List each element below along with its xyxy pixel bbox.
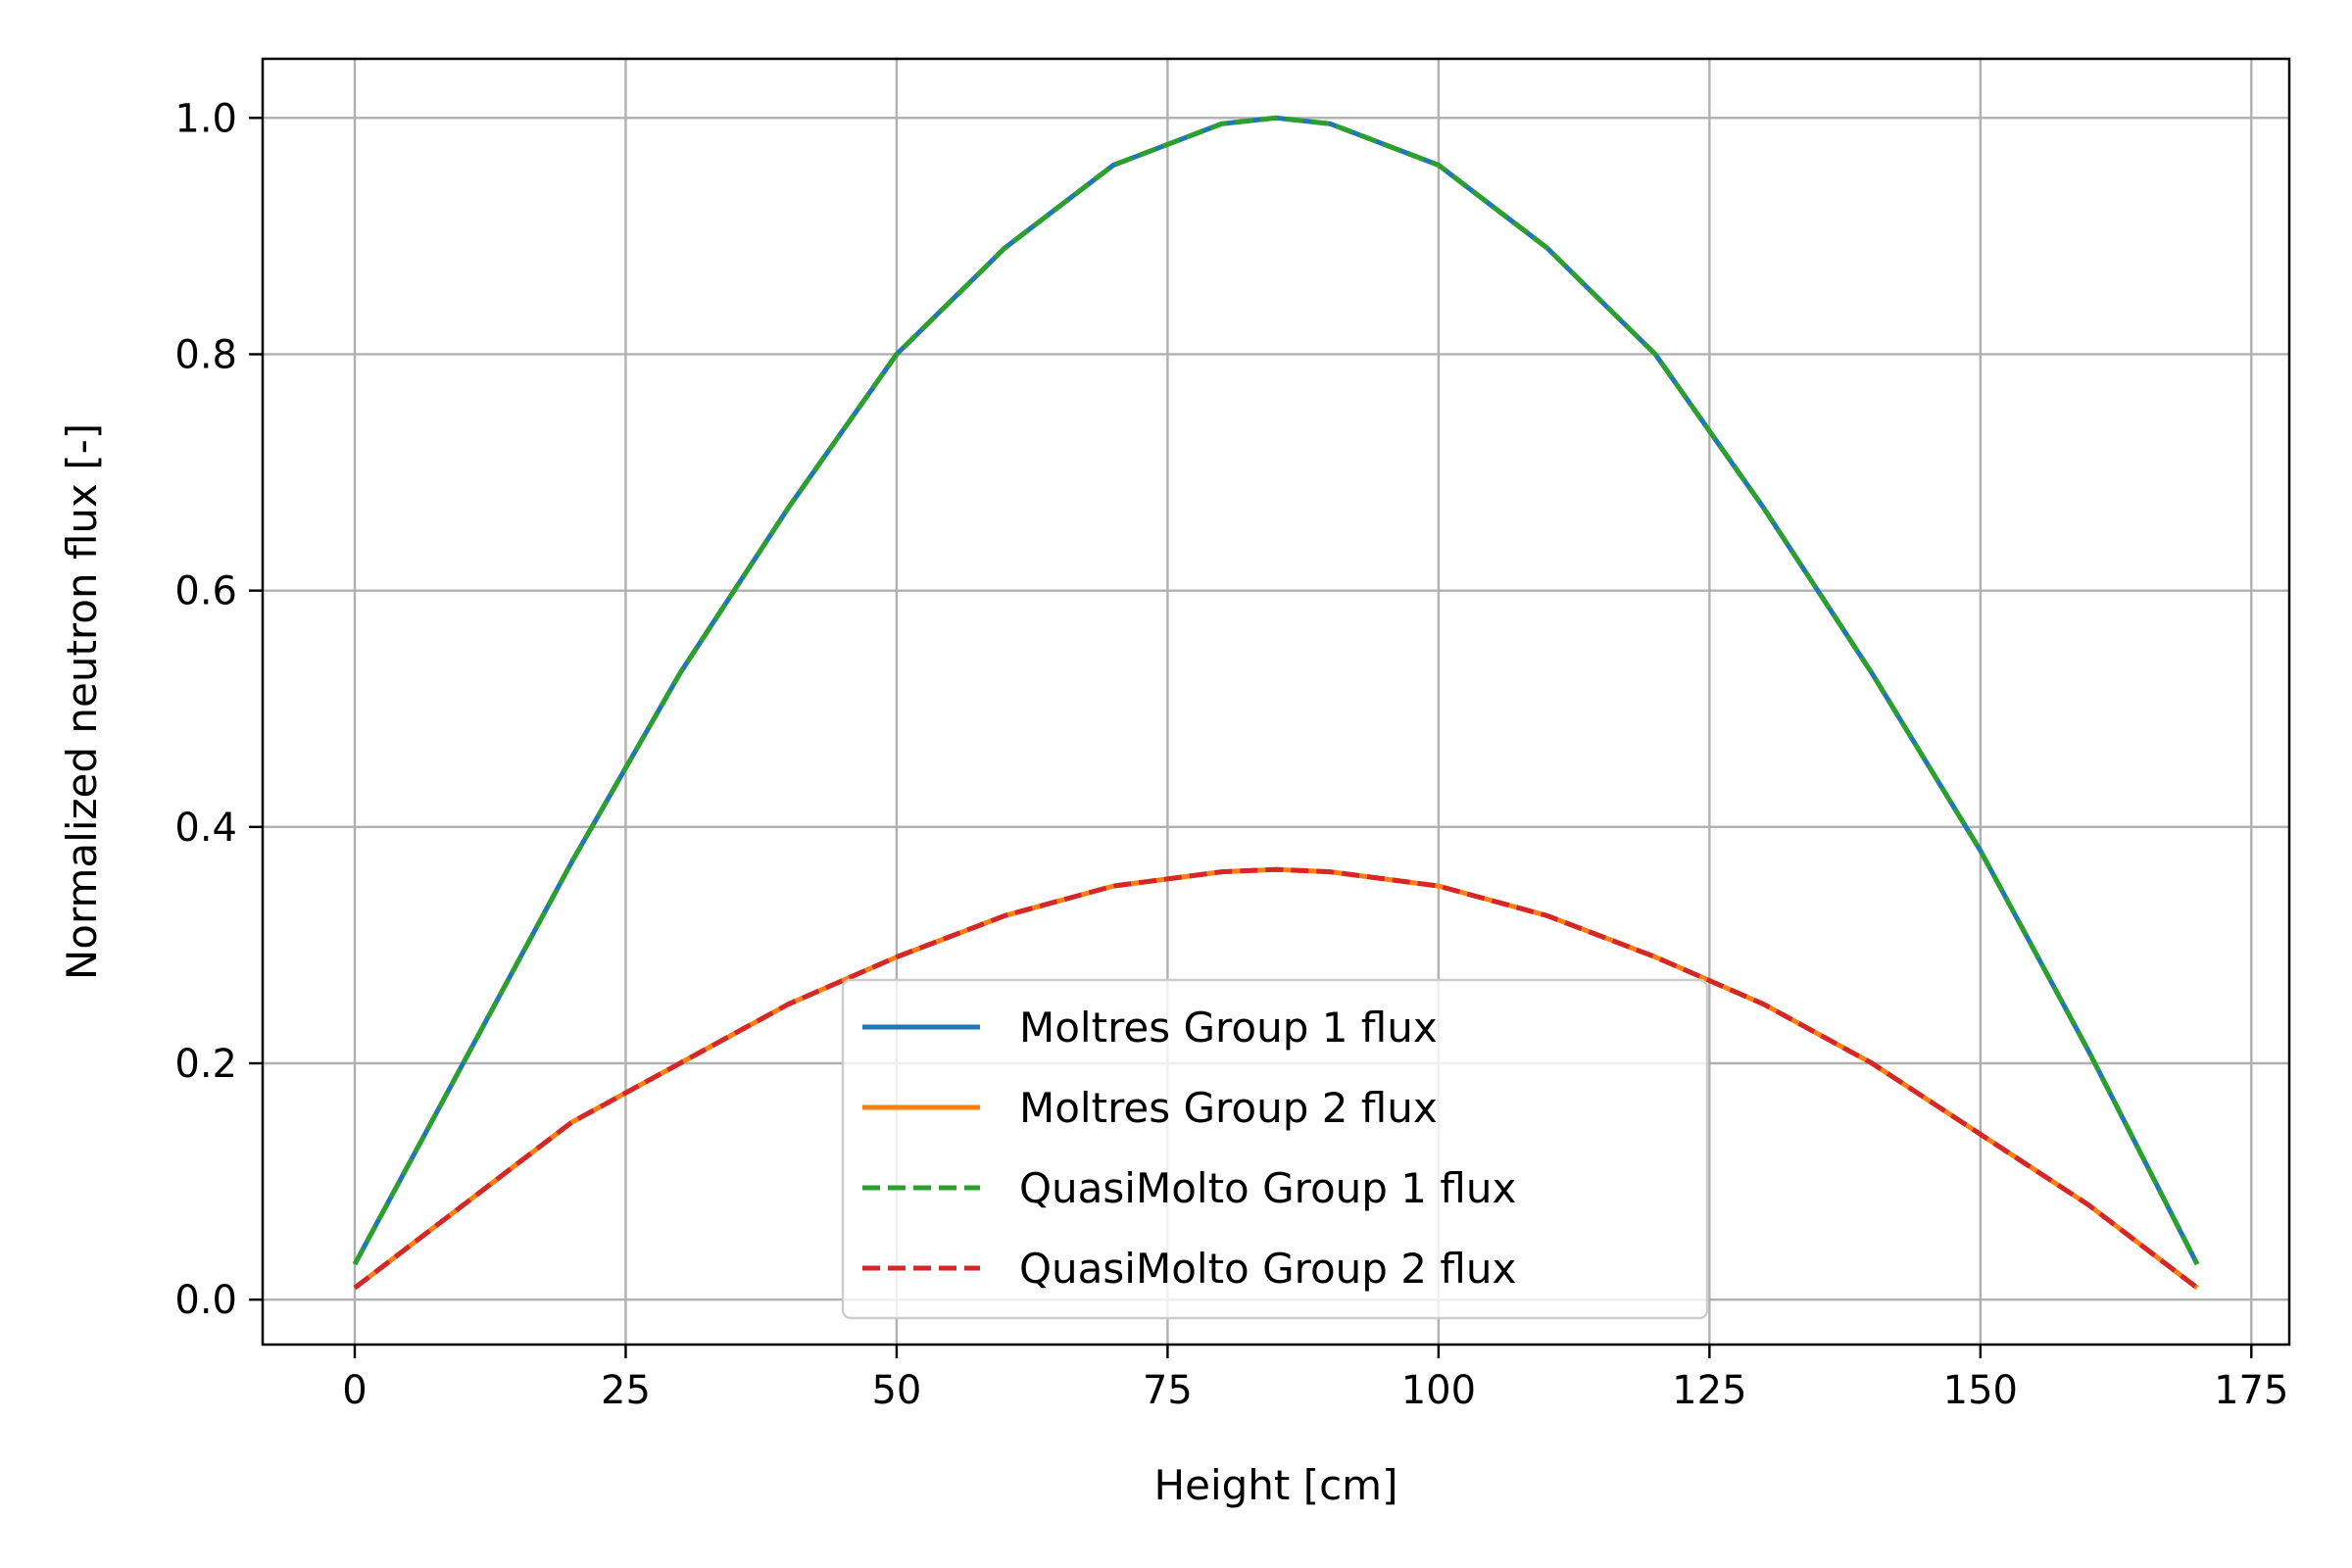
legend: Moltres Group 1 flux Moltres Group 2 flux… [841, 978, 1709, 1320]
y-tick-label: 1.0 [174, 96, 237, 141]
legend-box [841, 978, 1709, 1320]
series-line-3 [352, 115, 2200, 1266]
y-tick-label: 0.4 [174, 806, 237, 851]
series-line-4 [353, 866, 2199, 1291]
ticks: 0 25 50 75 100 125 150 175 0.0 0.2 0.4 0.6 0.8 1.0 [174, 96, 2288, 1413]
x-tick-label: 50 [871, 1368, 921, 1413]
x-tick-label: 100 [1401, 1368, 1476, 1413]
x-tick-label: 125 [1672, 1368, 1746, 1413]
legend-label: QuasiMolto Group 2 flux [1019, 1245, 1516, 1293]
legend-label: Moltres Group 2 flux [1019, 1084, 1438, 1132]
x-tick-label: 150 [1943, 1368, 2018, 1413]
x-tick-label: 75 [1143, 1368, 1193, 1413]
y-tick-label: 0.8 [174, 332, 237, 377]
y-tick-label: 0.0 [174, 1278, 237, 1323]
legend-label: QuasiMolto Group 1 flux [1019, 1164, 1516, 1212]
y-axis-label: Normalized neutron flux [-] [58, 423, 106, 980]
series-group [352, 115, 2200, 1291]
x-tick-label: 0 [342, 1368, 367, 1413]
legend-label: Moltres Group 1 flux [1019, 1004, 1438, 1052]
y-tick-label: 0.2 [174, 1042, 237, 1087]
x-tick-label: 25 [601, 1368, 651, 1413]
y-tick-label: 0.6 [174, 569, 237, 614]
plot-frame [261, 57, 2291, 1347]
x-axis-label: Height [cm] [1154, 1461, 1398, 1509]
x-tick-label: 175 [2214, 1368, 2288, 1413]
